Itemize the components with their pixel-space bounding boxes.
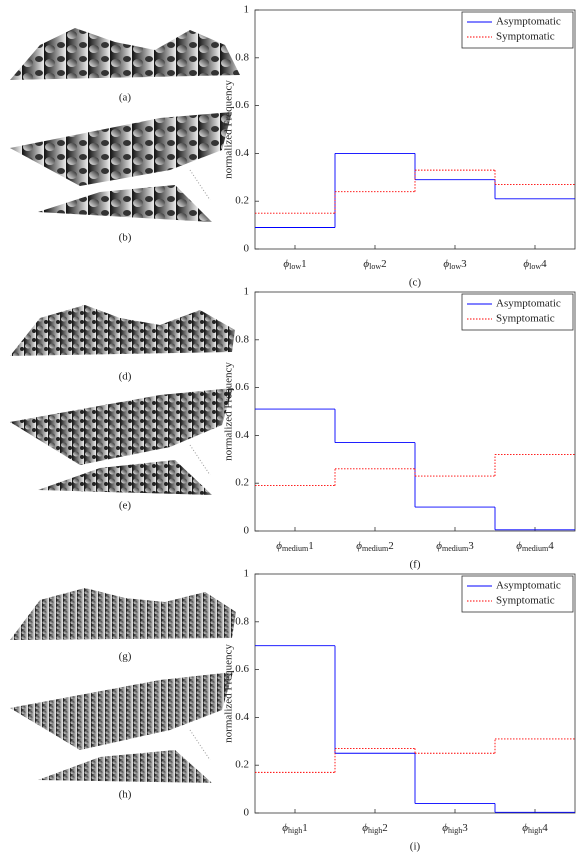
y-tick-label: 1 bbox=[244, 286, 250, 298]
y-axis-label: normalized Frequency bbox=[223, 644, 235, 743]
x-tick-label: ϕhigh4 bbox=[522, 822, 548, 835]
x-tick-label: ϕlow4 bbox=[523, 258, 547, 271]
image-caption: (h) bbox=[119, 789, 132, 801]
x-tick-label: ϕmedium4 bbox=[516, 540, 554, 553]
y-tick-label: 0 bbox=[244, 243, 250, 255]
y-axis-label: normalized Frequency bbox=[223, 362, 235, 461]
y-tick-label: 0.4 bbox=[235, 147, 249, 159]
y-tick-label: 0.2 bbox=[235, 477, 249, 489]
x-tick-label: ϕhigh3 bbox=[442, 822, 468, 835]
legend-label: Symptomatic bbox=[496, 595, 555, 607]
x-tick-label: ϕhigh2 bbox=[362, 822, 387, 835]
y-tick-label: 0.6 bbox=[235, 99, 249, 111]
image-caption: (e) bbox=[119, 500, 132, 512]
y-tick-label: 0.2 bbox=[235, 195, 249, 207]
x-tick-label: ϕlow2 bbox=[363, 258, 386, 271]
legend-label: Symptomatic bbox=[496, 313, 555, 325]
y-tick-label: 0.8 bbox=[235, 615, 249, 627]
y-tick-label: 0.8 bbox=[235, 333, 249, 345]
y-tick-label: 0.6 bbox=[235, 381, 249, 393]
x-tick-label: ϕlow1 bbox=[283, 258, 306, 271]
x-tick-label: ϕhigh1 bbox=[282, 822, 307, 835]
y-tick-label: 1 bbox=[244, 4, 250, 16]
image-caption: (d) bbox=[119, 371, 132, 383]
chart-caption: (i) bbox=[410, 841, 421, 852]
x-tick-label: ϕmedium3 bbox=[436, 540, 474, 553]
x-tick-label: ϕmedium2 bbox=[356, 540, 393, 553]
legend-label: Asymptomatic bbox=[496, 16, 561, 28]
x-tick-label: ϕlow3 bbox=[443, 258, 467, 271]
y-axis-label: normalized Frequency bbox=[223, 80, 235, 179]
chart-caption: (c) bbox=[409, 277, 422, 289]
y-tick-label: 0.6 bbox=[235, 663, 249, 675]
legend-label: Symptomatic bbox=[496, 31, 555, 43]
y-tick-label: 0 bbox=[244, 525, 250, 537]
legend-label: Asymptomatic bbox=[496, 580, 561, 592]
y-tick-label: 0.2 bbox=[235, 759, 249, 771]
y-tick-label: 0.8 bbox=[235, 51, 249, 63]
y-tick-label: 0.4 bbox=[235, 711, 249, 723]
phase-images bbox=[10, 28, 240, 783]
figure: (a) (b) (d) (e) (g) (h) 0 0.2 0.4 0.6 0.8 1 ϕlow1 ϕlo… bbox=[0, 0, 577, 852]
image-caption: (g) bbox=[119, 651, 132, 663]
chart-caption: (f) bbox=[410, 559, 421, 571]
y-tick-label: 1 bbox=[244, 568, 250, 580]
x-tick-label: ϕmedium1 bbox=[276, 540, 313, 553]
image-caption: (b) bbox=[119, 232, 132, 244]
image-caption: (a) bbox=[119, 92, 132, 104]
y-tick-label: 0 bbox=[244, 807, 250, 819]
y-tick-label: 0.4 bbox=[235, 429, 249, 441]
legend-label: Asymptomatic bbox=[496, 298, 561, 310]
